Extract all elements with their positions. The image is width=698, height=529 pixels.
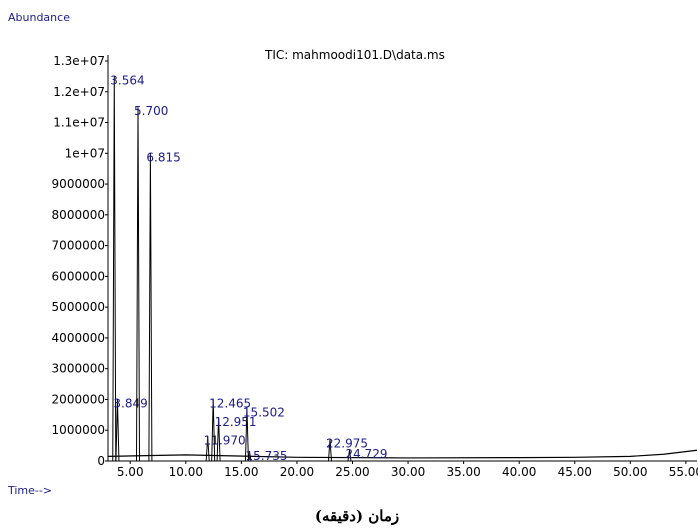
peak-label: 24.729 xyxy=(345,447,387,461)
x-tick-label: 20.00 xyxy=(280,465,314,479)
peak-label: 3.849 xyxy=(113,396,147,410)
x-tick-label: 35.00 xyxy=(446,465,480,479)
x-tick-label: 45.00 xyxy=(558,465,592,479)
y-tick-label: 7000000 xyxy=(52,239,105,253)
y-tick-label: 0 xyxy=(97,454,105,468)
peak xyxy=(136,107,141,462)
y-tick-label: 9000000 xyxy=(52,177,105,191)
peak-label: 3.564 xyxy=(110,73,144,87)
peak xyxy=(247,451,252,462)
peak xyxy=(327,439,332,462)
y-tick-label: 6000000 xyxy=(52,269,105,283)
x-tick-label: 25.00 xyxy=(335,465,369,479)
x-tick-label: 5.00 xyxy=(117,465,144,479)
peak-label: 15.502 xyxy=(243,406,285,420)
y-tick-label: 5000000 xyxy=(52,300,105,314)
peak-label: 22.975 xyxy=(326,436,368,450)
peak-label: 6.815 xyxy=(146,150,180,164)
caption: زمان (دقیقه) xyxy=(315,507,399,525)
peak-label: 15.735 xyxy=(246,449,288,463)
x-tick-label: 55.00 xyxy=(669,465,698,479)
peak xyxy=(244,408,249,462)
chart-title: TIC: mahmoodi101.D\data.ms xyxy=(264,48,445,62)
y-tick-label: 1000000 xyxy=(52,423,105,437)
peak xyxy=(115,399,120,462)
x-tick-label: 40.00 xyxy=(502,465,536,479)
peak xyxy=(216,417,221,462)
y-tick-label: 1.2e+07 xyxy=(53,85,105,99)
y-tick-label: 1.3e+07 xyxy=(53,54,105,68)
y-tick-label: 4000000 xyxy=(52,331,105,345)
x-tick-label: 10.00 xyxy=(169,465,203,479)
x-axis-label: Time--> xyxy=(7,484,52,497)
peak xyxy=(112,76,117,462)
peak xyxy=(205,436,210,462)
peak xyxy=(148,153,153,462)
x-tick-label: 30.00 xyxy=(391,465,425,479)
peak-label: 5.700 xyxy=(134,104,168,118)
x-tick-label: 50.00 xyxy=(613,465,647,479)
y-tick-label: 8000000 xyxy=(52,208,105,222)
peak xyxy=(347,450,352,462)
y-tick-label: 3000000 xyxy=(52,362,105,376)
baseline xyxy=(107,449,698,459)
y-axis-label: Abundance xyxy=(8,11,70,24)
y-tick-label: 1.1e+07 xyxy=(53,116,105,130)
peak-label: 11.970 xyxy=(204,433,246,447)
peak xyxy=(211,399,216,462)
peak-label: 12.465 xyxy=(209,396,251,410)
y-tick-label: 2000000 xyxy=(52,392,105,406)
y-tick-label: 1e+07 xyxy=(65,146,105,160)
x-tick-label: 15.00 xyxy=(224,465,258,479)
